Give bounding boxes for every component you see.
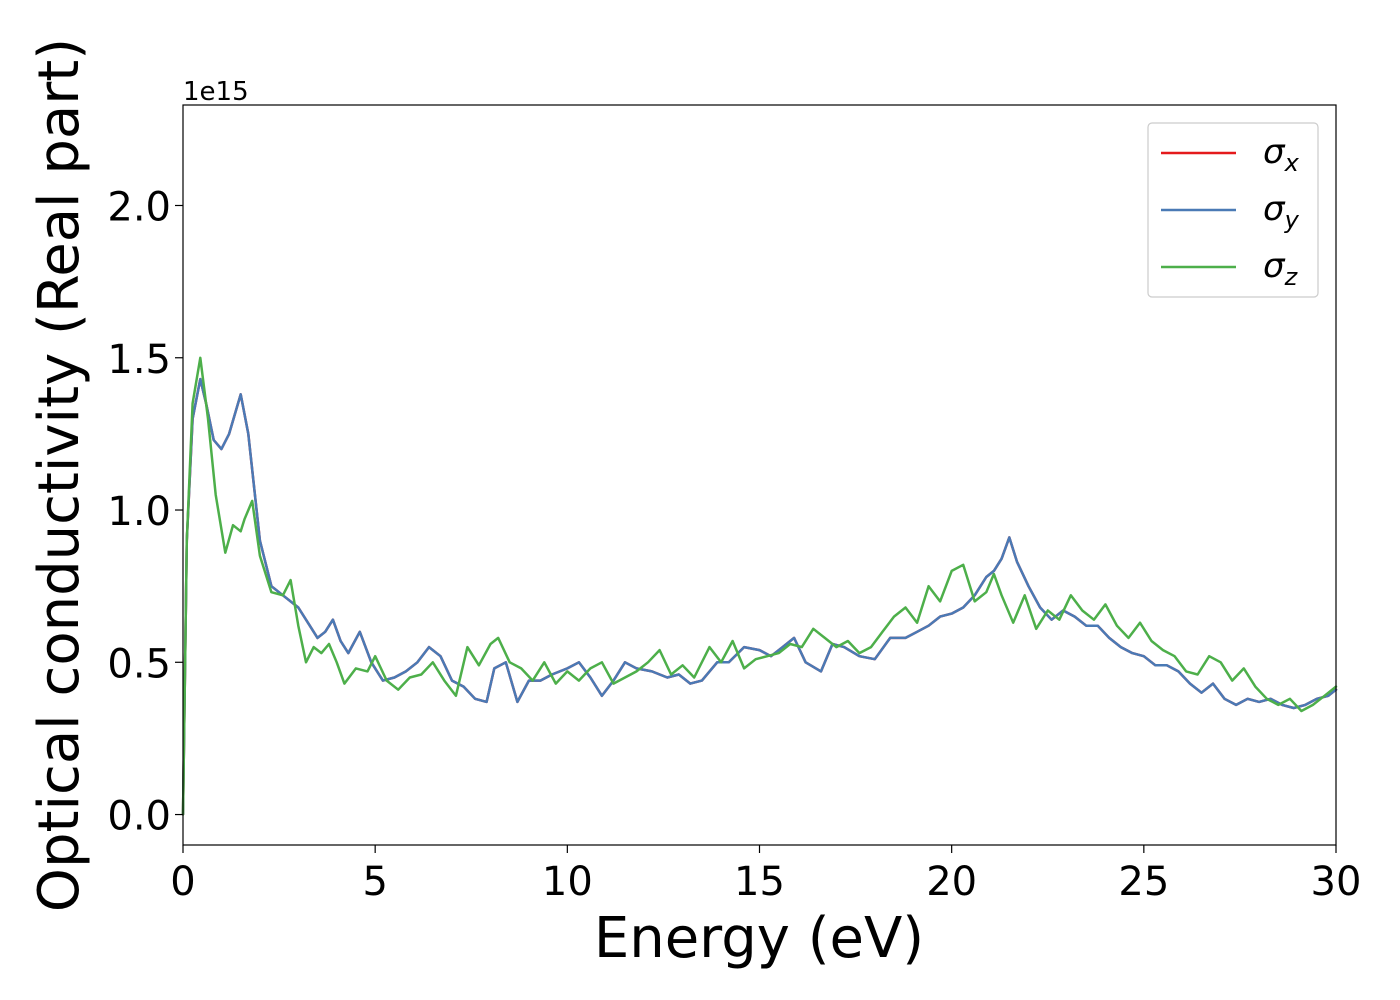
legend-label-z: σz bbox=[1263, 246, 1299, 291]
series-layer bbox=[181, 356, 1338, 816]
offset-label: 1e15 bbox=[183, 77, 249, 107]
y-tick-label: 0.5 bbox=[107, 641, 171, 687]
y-axis: 0.0 0.5 1.0 1.5 2.0 bbox=[107, 184, 183, 840]
x-tick-label: 20 bbox=[926, 859, 977, 905]
legend-label-y: σy bbox=[1263, 189, 1300, 234]
x-axis-label: Energy (eV) bbox=[594, 906, 924, 971]
y-tick-label: 0.0 bbox=[107, 794, 171, 840]
legend: σx σy σz bbox=[1147, 122, 1319, 298]
y-tick-label: 2.0 bbox=[107, 184, 171, 230]
series-line-z bbox=[181, 356, 1338, 816]
series-line-y bbox=[181, 377, 1338, 816]
x-tick-label: 5 bbox=[362, 859, 387, 905]
y-tick-label: 1.5 bbox=[107, 337, 171, 383]
x-tick-label: 15 bbox=[734, 859, 785, 905]
series-line-x bbox=[181, 377, 1338, 816]
x-tick-label: 10 bbox=[542, 859, 593, 905]
x-axis: 0 5 10 15 20 25 30 bbox=[170, 845, 1361, 905]
legend-label-x: σx bbox=[1263, 132, 1300, 177]
x-tick-label: 30 bbox=[1311, 859, 1362, 905]
y-tick-label: 1.0 bbox=[107, 489, 171, 535]
y-axis-label: Optical conductivity (Real part) bbox=[27, 38, 92, 912]
x-tick-label: 25 bbox=[1118, 859, 1169, 905]
x-tick-label: 0 bbox=[170, 859, 195, 905]
